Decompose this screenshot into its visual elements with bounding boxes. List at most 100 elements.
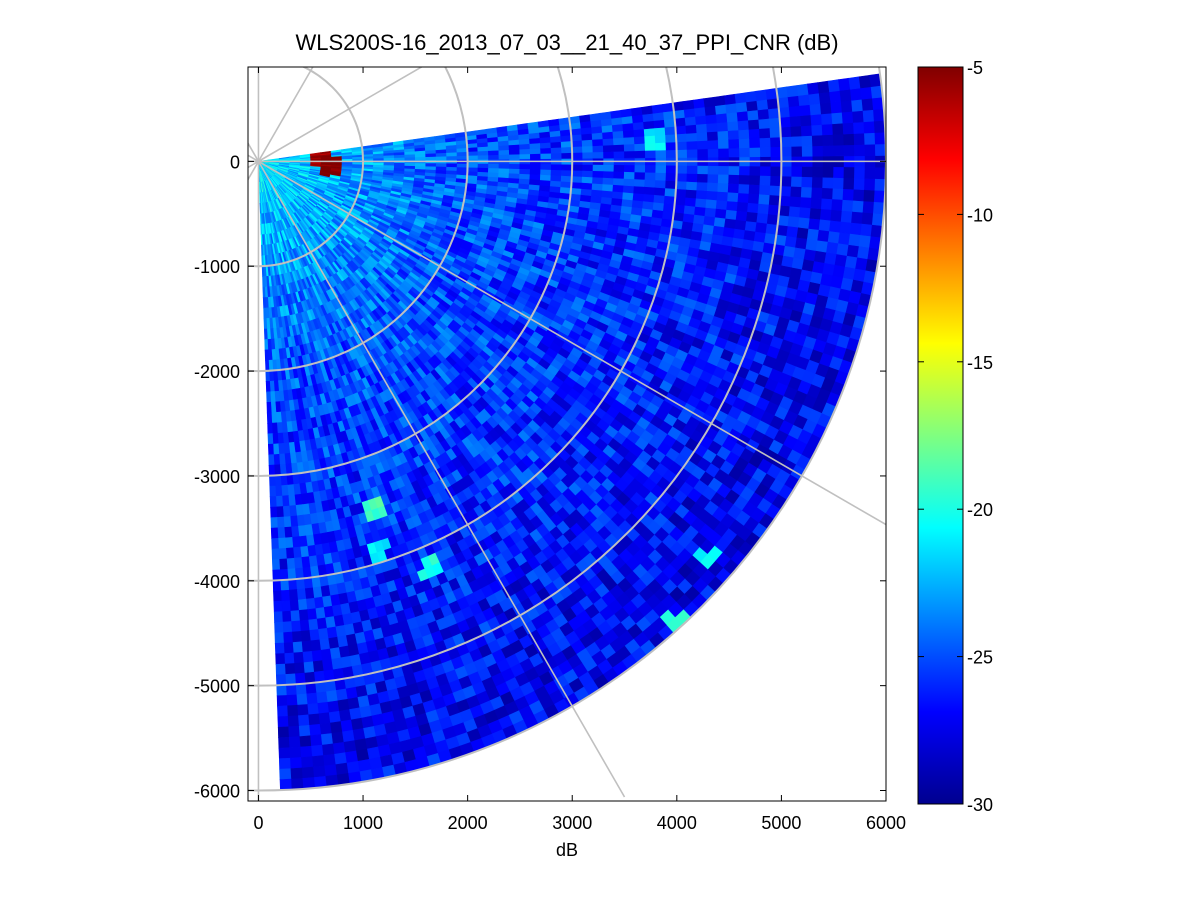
heatmap-cell	[282, 495, 291, 507]
heatmap-cell	[780, 136, 793, 148]
heatmap-cell	[676, 164, 688, 174]
heatmap-cell	[269, 485, 277, 498]
heatmap-cell	[779, 185, 792, 197]
heatmap-cell	[508, 172, 521, 179]
heatmap-cell	[277, 527, 286, 539]
heatmap-cell	[297, 704, 310, 717]
heatmap-cell	[737, 119, 750, 131]
heatmap-cell	[654, 134, 667, 144]
heatmap-cell	[801, 176, 813, 188]
heatmap-cell	[316, 691, 329, 704]
heatmap-cell	[697, 148, 709, 158]
heatmap-cell	[728, 174, 740, 185]
heatmap-cell	[602, 144, 615, 153]
heatmap-cell	[298, 714, 310, 727]
heatmap-cell	[404, 162, 416, 167]
heatmap-cell	[529, 153, 542, 160]
heatmap-cell	[798, 216, 811, 229]
heatmap-cell	[275, 674, 287, 686]
heatmap-cell	[749, 137, 761, 148]
heatmap-cell	[822, 144, 835, 157]
heatmap-cell	[758, 193, 771, 205]
heatmap-cell	[277, 516, 286, 529]
heatmap-cell	[302, 650, 314, 663]
heatmap-cell	[674, 117, 687, 127]
heatmap-cell	[287, 704, 299, 717]
heatmap-cell	[297, 598, 308, 611]
heatmap-cell	[654, 186, 666, 196]
heatmap-cell	[718, 147, 730, 158]
heatmap-cell	[269, 496, 278, 508]
heatmap-cell	[276, 684, 288, 697]
heatmap-cell	[674, 196, 687, 206]
heatmap-cell	[312, 660, 325, 673]
heatmap-cell	[277, 705, 289, 718]
heatmap-cell	[602, 170, 615, 179]
heatmap-cell	[704, 207, 717, 218]
heatmap-cell	[289, 589, 299, 601]
heatmap-cell	[809, 103, 822, 116]
heatmap-cell	[768, 117, 781, 129]
heatmap-cell	[728, 165, 740, 176]
heatmap-cell	[477, 167, 489, 173]
heatmap-cell	[749, 146, 761, 158]
heatmap-cell	[298, 609, 310, 622]
heatmap-cell	[296, 693, 309, 706]
heatmap-cell	[644, 171, 657, 181]
heatmap-cell	[801, 145, 814, 157]
heatmap-cell	[288, 578, 298, 591]
heatmap-cell	[540, 168, 552, 176]
heatmap-cell	[394, 162, 406, 166]
heatmap-cell	[310, 734, 323, 747]
heatmap-cell	[320, 733, 334, 746]
heatmap-cell	[676, 149, 688, 158]
heatmap-cell	[821, 187, 834, 200]
heatmap-cell	[281, 600, 292, 612]
heatmap-cell	[734, 219, 747, 231]
heatmap-cell	[665, 149, 678, 158]
heatmap-cell	[811, 124, 823, 136]
heatmap-cell	[727, 129, 740, 140]
heatmap-cell	[695, 189, 708, 200]
heatmap-cell	[286, 547, 295, 560]
heatmap-cell	[770, 165, 782, 177]
heatmap-cell	[581, 176, 594, 184]
heatmap-cell	[727, 191, 739, 203]
heatmap-cell	[309, 723, 322, 737]
heatmap-cell	[643, 127, 656, 137]
heatmap-cell	[663, 118, 676, 128]
heatmap-cell	[591, 132, 604, 140]
heatmap-cell	[746, 211, 759, 223]
heatmap-cell	[342, 729, 356, 743]
heatmap-cell	[622, 129, 635, 138]
heatmap-cell	[446, 155, 458, 160]
heatmap-cell	[383, 162, 395, 166]
heatmap-cell	[284, 652, 295, 665]
heatmap-cell	[769, 184, 782, 196]
heatmap-cell	[712, 225, 725, 237]
heatmap-cell	[414, 162, 427, 167]
heatmap-cell	[529, 168, 542, 175]
heatmap-cell	[592, 176, 604, 185]
heatmap-cell	[327, 700, 340, 713]
heatmap-cell	[456, 155, 468, 160]
heatmap-cell	[651, 104, 664, 114]
heatmap-cell	[592, 138, 604, 147]
heatmap-cell	[706, 122, 719, 133]
heatmap-cell	[715, 199, 728, 210]
heatmap-cell	[791, 165, 803, 177]
heatmap-cell	[603, 164, 615, 172]
heatmap-cell	[277, 726, 290, 739]
heatmap-cell	[682, 99, 695, 110]
heatmap-cell	[456, 162, 468, 168]
heatmap-cell	[695, 114, 707, 125]
heatmap-cell	[624, 150, 636, 159]
heatmap-cell	[283, 516, 292, 528]
heatmap-cell	[759, 146, 772, 158]
heatmap-cell	[746, 100, 759, 112]
heatmap-cell	[664, 187, 677, 197]
heatmap-cell	[788, 205, 801, 218]
heatmap-cell	[718, 165, 730, 175]
heatmap-cell	[539, 141, 552, 149]
heatmap-cell	[800, 196, 812, 209]
